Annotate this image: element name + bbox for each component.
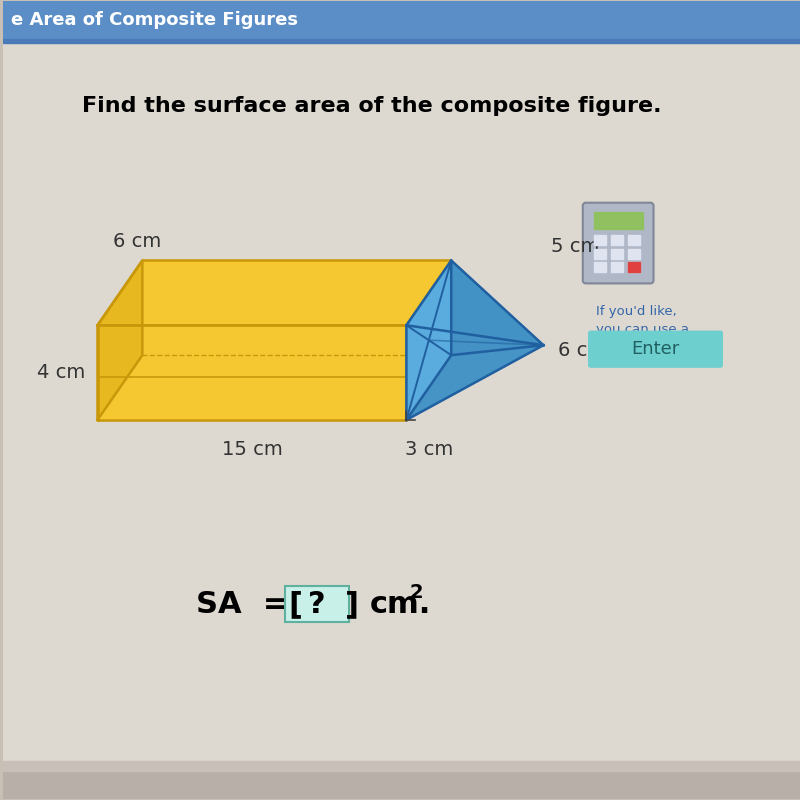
Text: If you'd like,
you can use a
calculator.: If you'd like, you can use a calculator. <box>596 306 689 354</box>
Bar <box>610 262 622 273</box>
Text: 5 cm: 5 cm <box>551 237 600 255</box>
Bar <box>3 39 800 43</box>
Bar <box>610 234 622 245</box>
Bar <box>628 234 639 245</box>
Text: SA  =: SA = <box>196 590 288 618</box>
Bar <box>628 249 639 258</box>
Bar <box>594 262 606 273</box>
Text: ?: ? <box>308 590 326 618</box>
Bar <box>628 262 639 273</box>
Bar <box>3 2 800 39</box>
Text: 3 cm: 3 cm <box>405 440 453 459</box>
Polygon shape <box>98 326 406 420</box>
Text: 6 cm: 6 cm <box>558 341 606 360</box>
Text: Enter: Enter <box>631 340 680 358</box>
FancyBboxPatch shape <box>582 202 654 283</box>
Bar <box>3 761 800 770</box>
Polygon shape <box>406 261 543 345</box>
FancyBboxPatch shape <box>285 586 349 622</box>
Bar <box>594 249 606 258</box>
Polygon shape <box>451 261 543 355</box>
Polygon shape <box>406 326 543 420</box>
Text: e Area of Composite Figures: e Area of Composite Figures <box>11 11 298 30</box>
Text: 4 cm: 4 cm <box>38 363 86 382</box>
Polygon shape <box>406 345 543 420</box>
Text: 15 cm: 15 cm <box>222 440 282 459</box>
Text: [: [ <box>289 590 303 618</box>
Polygon shape <box>98 261 451 326</box>
Bar <box>594 234 606 245</box>
Text: ]: ] <box>345 590 358 618</box>
Polygon shape <box>406 261 451 420</box>
Text: Find the surface area of the composite figure.: Find the surface area of the composite f… <box>82 96 662 116</box>
Text: cm.: cm. <box>370 590 431 618</box>
Bar <box>3 770 800 798</box>
Polygon shape <box>406 261 451 420</box>
Bar <box>610 249 622 258</box>
Text: 2: 2 <box>410 583 423 602</box>
FancyBboxPatch shape <box>589 331 722 367</box>
Text: 6 cm: 6 cm <box>114 231 162 250</box>
Bar <box>628 262 639 273</box>
Bar <box>594 212 642 229</box>
Polygon shape <box>98 261 142 420</box>
